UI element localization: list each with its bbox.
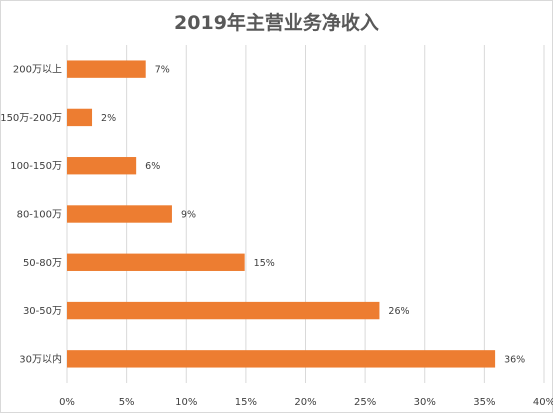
bar bbox=[67, 350, 496, 368]
data-label: 26% bbox=[388, 306, 409, 317]
category-label: 200万以上 bbox=[13, 64, 62, 76]
x-tick-label: 35% bbox=[473, 397, 495, 408]
x-tick-label: 40% bbox=[533, 397, 553, 408]
x-tick-label: 10% bbox=[175, 397, 197, 408]
category-label: 150万-200万 bbox=[0, 113, 62, 124]
category-label: 30万以内 bbox=[19, 352, 62, 365]
data-label: 2% bbox=[101, 113, 116, 124]
x-tick-label: 5% bbox=[119, 397, 135, 408]
bar bbox=[67, 157, 137, 175]
bar bbox=[67, 60, 146, 78]
category-label: 30-50万 bbox=[23, 306, 62, 317]
data-label: 7% bbox=[155, 65, 170, 76]
data-label: 36% bbox=[504, 354, 525, 365]
category-label: 100-150万 bbox=[10, 161, 62, 172]
x-tick-label: 15% bbox=[235, 397, 257, 408]
x-tick-label: 0% bbox=[59, 397, 75, 408]
bar bbox=[67, 205, 172, 223]
data-label: 15% bbox=[254, 258, 275, 269]
category-label: 80-100万 bbox=[17, 210, 62, 221]
bar bbox=[67, 253, 245, 271]
data-label: 6% bbox=[145, 161, 160, 172]
bar bbox=[67, 108, 93, 127]
category-label: 50-80万 bbox=[23, 258, 62, 269]
chart-title: 2019年主营业务净收入 bbox=[174, 12, 379, 34]
x-tick-label: 25% bbox=[354, 397, 376, 408]
x-tick-label: 20% bbox=[294, 397, 316, 408]
data-label: 9% bbox=[181, 210, 196, 221]
x-tick-label: 30% bbox=[414, 397, 436, 408]
bar bbox=[67, 301, 380, 320]
